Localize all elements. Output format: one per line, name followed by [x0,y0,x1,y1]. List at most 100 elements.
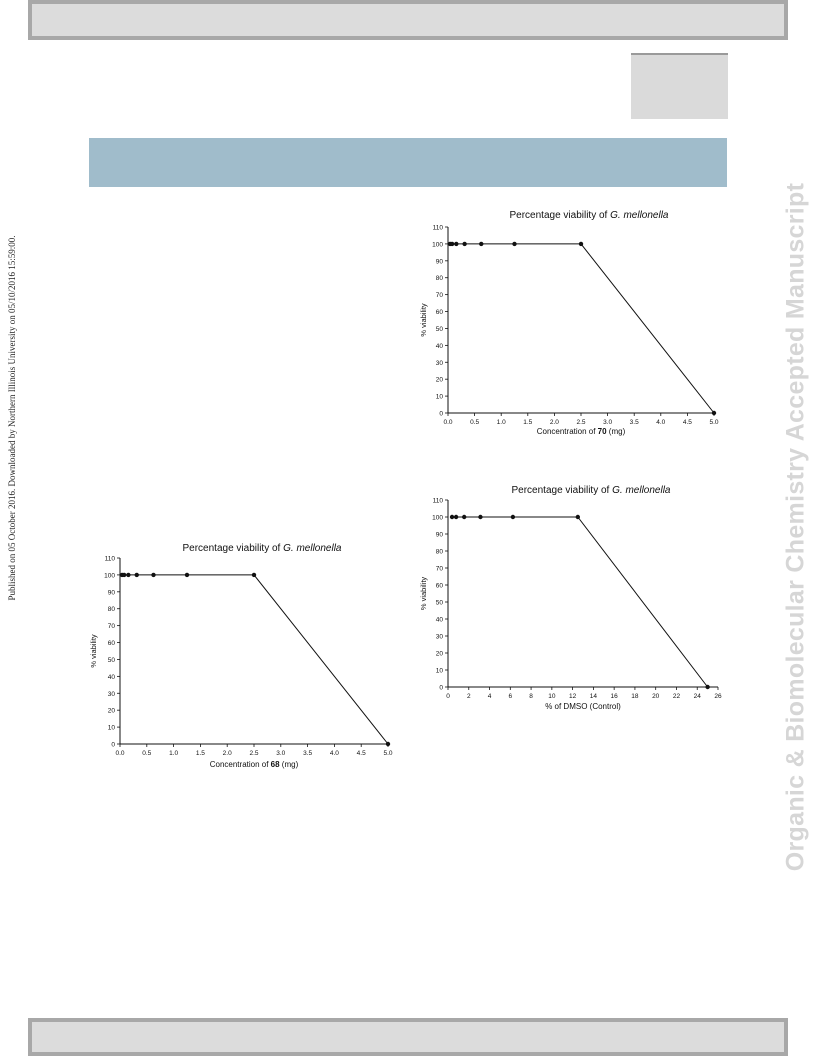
x-tick-label: 1.5 [196,750,205,757]
data-point [512,241,517,247]
x-tick-label: 4 [488,693,492,700]
y-tick-label: 40 [108,674,116,681]
x-tick-label: 1.0 [169,750,178,757]
chart-title: Percentage viability of G. mellonella [183,543,342,554]
x-tick-label: 3.5 [630,419,639,426]
data-point [184,572,190,578]
y-tick-label: 80 [436,549,444,556]
data-point [251,572,257,578]
y-tick-label: 20 [436,651,444,658]
x-tick-label: 1.5 [523,419,532,426]
y-tick-label: 0 [111,742,115,749]
x-axis-label: Concentration of 70 (mg) [537,427,626,436]
y-tick-label: 60 [436,309,444,316]
x-tick-label: 0.5 [142,750,151,757]
x-tick-label: 3.5 [303,750,312,757]
y-tick-label: 70 [436,292,444,299]
x-tick-label: 3.0 [603,419,612,426]
x-tick-label: 2.5 [249,750,258,757]
x-tick-label: 4.0 [330,750,339,757]
y-tick-label: 30 [436,360,444,367]
x-tick-label: 10 [548,693,556,700]
y-tick-label: 110 [433,498,444,505]
y-tick-label: 80 [436,275,444,282]
x-tick-label: 2.0 [550,419,559,426]
data-point [462,514,467,520]
x-tick-label: 20 [652,693,660,700]
data-point [711,410,717,416]
data-point [121,572,127,578]
y-tick-label: 60 [436,583,444,590]
x-tick-label: 2.0 [223,750,232,757]
y-tick-label: 70 [108,623,116,630]
journal-logo-placeholder [631,53,728,119]
x-tick-label: 0 [446,693,450,700]
y-tick-label: 80 [108,606,116,613]
header-banner [89,138,727,187]
y-tick-label: 100 [104,572,115,579]
y-tick-label: 10 [436,394,444,401]
journal-watermark: Organic & Biomolecular Chemistry Accepte… [781,182,810,872]
data-point [134,572,139,578]
y-tick-label: 10 [436,668,444,675]
series-line [122,574,389,745]
y-tick-label: 70 [436,566,444,573]
bottom-frame-bar [28,1018,788,1056]
x-tick-label: 8 [529,693,533,700]
x-tick-label: 4.5 [357,750,366,757]
chart-viability-70: Percentage viability of G. mellonella 0 10… [419,210,719,436]
data-point [510,514,516,520]
y-tick-label: 90 [436,532,444,539]
y-tick-label: 10 [108,725,116,732]
y-tick-label: 90 [436,258,444,265]
x-axis-label: % of DMSO (Control) [545,702,621,711]
x-tick-label: 0.0 [443,419,452,426]
data-point [705,684,710,690]
y-tick-label: 40 [436,617,444,624]
y-tick-label: 20 [108,708,116,715]
y-axis-label: % viability [89,634,98,668]
x-tick-label: 4.0 [656,419,665,426]
data-point [578,241,584,247]
series-line [452,516,709,688]
x-tick-label: 2.5 [576,419,585,426]
data-point [449,514,455,520]
x-tick-label: 16 [611,693,619,700]
y-tick-label: 100 [432,515,443,522]
x-tick-label: 2 [467,693,471,700]
y-tick-label: 0 [439,411,443,418]
x-axis-label: Concentration of 68 (mg) [210,760,299,769]
data-point [449,241,455,247]
data-point [385,741,391,747]
x-tick-label: 3.0 [276,750,285,757]
y-axis-label: % viability [419,303,428,337]
x-tick-label: 22 [673,693,681,700]
y-tick-label: 40 [436,343,444,350]
y-tick-label: 90 [108,589,116,596]
data-point [453,514,459,520]
y-tick-label: 50 [436,326,444,333]
data-point [575,514,581,520]
x-tick-label: 18 [631,693,639,700]
y-tick-label: 30 [108,691,116,698]
y-tick-label: 110 [105,556,116,563]
chart-viability-dmso: Percentage viability of G. mellonella 0 10… [419,485,722,711]
y-tick-label: 20 [436,377,444,384]
data-point [126,572,131,578]
x-tick-label: 12 [569,693,577,700]
y-tick-label: 50 [108,657,116,664]
y-tick-label: 100 [432,241,443,248]
x-tick-label: 1.0 [497,419,506,426]
y-axis-label: % viability [419,577,428,611]
x-tick-label: 0.0 [115,750,124,757]
data-point [151,572,156,578]
x-tick-label: 14 [590,693,598,700]
x-tick-label: 5.0 [383,750,392,757]
x-tick-label: 5.0 [709,419,718,426]
x-tick-label: 6 [508,693,512,700]
top-frame-bar [28,0,788,40]
data-point [454,241,459,247]
series-line [450,243,715,414]
chart-viability-68: Percentage viability of G. mellonella 0 10… [89,543,393,769]
y-tick-label: 50 [436,600,444,607]
